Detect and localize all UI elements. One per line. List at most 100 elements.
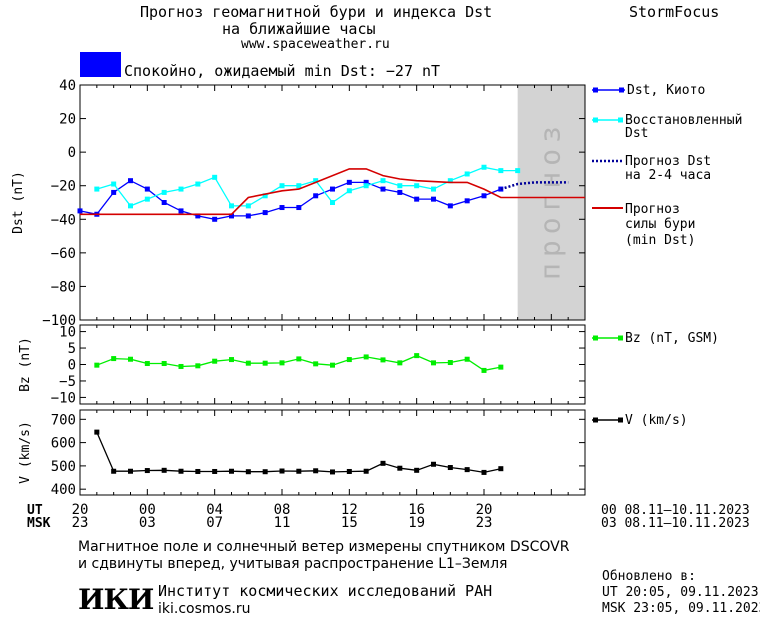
- data-point: [245, 469, 251, 475]
- legend-bz-marker: [593, 335, 598, 341]
- updated-label: Обновлено в:: [602, 569, 696, 584]
- legend-restored-label-2: Dst: [625, 126, 649, 141]
- data-point: [262, 193, 268, 199]
- data-point: [128, 356, 133, 362]
- data-point: [178, 208, 184, 214]
- y-tick-label: −40: [51, 212, 76, 228]
- data-point: [380, 186, 386, 192]
- data-point: [161, 200, 167, 205]
- y-tick-label: −5: [59, 374, 76, 390]
- data-point: [431, 461, 436, 467]
- data-point: [498, 364, 504, 370]
- y-axis-label: V (km/s): [18, 421, 33, 484]
- data-point: [397, 183, 403, 189]
- msk-tick-label: 07: [206, 515, 223, 531]
- ut-tick-label: 20: [72, 502, 89, 518]
- panel-frame: [79, 409, 586, 496]
- series-line: [500, 181, 569, 191]
- data-point: [481, 193, 487, 199]
- data-point: [178, 186, 184, 192]
- y-tick-label: 600: [51, 436, 76, 452]
- legend-restored-marker: [618, 117, 623, 123]
- ut-tick-label: 12: [341, 502, 358, 518]
- footer-note-satellite: DSCOVR: [509, 539, 570, 555]
- updated-ut: UT 20:05, 09.11.2023: [602, 585, 759, 600]
- data-point: [161, 361, 167, 367]
- data-point: [128, 203, 133, 209]
- data-point: [111, 356, 117, 362]
- chart-title-line2: на ближайшие часы: [222, 20, 376, 38]
- data-point: [363, 354, 369, 360]
- ut-tick-label: 08: [274, 502, 291, 518]
- msk-tick-label: 03: [139, 515, 156, 531]
- forecast-zone-label: прогноз: [533, 120, 566, 280]
- msk-date-range: 03 08.11–10.11.2023: [601, 516, 750, 531]
- data-point: [279, 183, 285, 189]
- forecast-zone: [517, 85, 585, 320]
- data-point: [397, 189, 403, 195]
- y-tick-label: 40: [59, 78, 76, 94]
- data-point: [481, 367, 487, 373]
- data-point: [414, 467, 420, 473]
- site-url[interactable]: www.spaceweather.ru: [241, 37, 390, 52]
- chart-title-line1: Прогноз геомагнитной бури и индекса Dst: [140, 3, 493, 21]
- data-point: [313, 193, 319, 199]
- data-point: [330, 186, 335, 192]
- data-point: [144, 196, 150, 202]
- data-point: [313, 361, 319, 367]
- data-point: [94, 429, 100, 435]
- ut-tick-label: 04: [206, 502, 223, 518]
- data-point: [111, 189, 117, 195]
- y-tick-label: 5: [68, 341, 76, 357]
- data-point: [279, 360, 285, 366]
- data-point: [363, 183, 369, 189]
- y-axis-label: Dst (nT): [11, 171, 26, 234]
- data-point: [296, 205, 302, 211]
- y-tick-label: 20: [59, 112, 76, 128]
- data-point: [447, 465, 453, 471]
- data-point: [144, 361, 150, 367]
- data-point: [481, 164, 487, 170]
- data-point: [229, 357, 234, 363]
- legend-forecast-label-2: на 2-4 часа: [625, 168, 712, 183]
- ut-end-tick: 00: [601, 503, 617, 518]
- data-point: [515, 168, 521, 174]
- series-line: [96, 431, 501, 474]
- data-point: [330, 362, 335, 368]
- data-point: [212, 468, 218, 474]
- data-point: [279, 205, 285, 211]
- data-point: [414, 353, 420, 359]
- ut-tick-label: 00: [139, 502, 156, 518]
- data-point: [262, 360, 268, 366]
- data-point: [346, 179, 352, 185]
- data-point: [212, 174, 218, 180]
- msk-tick-label: 23: [476, 515, 493, 531]
- data-point: [212, 358, 218, 364]
- series-line: [79, 179, 502, 220]
- y-tick-label: 0: [68, 145, 76, 161]
- data-point: [363, 468, 369, 474]
- institute-name: Институт космических исследований РАН: [158, 582, 493, 600]
- data-point: [498, 168, 504, 174]
- legend-kyoto-marker: [619, 87, 624, 93]
- institute-url[interactable]: iki.cosmos.ru: [158, 601, 251, 617]
- y-tick-label: 0: [68, 358, 76, 374]
- ut-tick-label: 20: [476, 502, 493, 518]
- legend-v-label: V (km/s): [625, 413, 688, 428]
- series-line: [80, 168, 585, 216]
- ut-date-range-text: 08.11–10.11.2023: [624, 503, 750, 518]
- data-point: [447, 178, 453, 184]
- data-point: [212, 216, 218, 222]
- data-point: [346, 468, 352, 474]
- y-tick-label: 10: [59, 325, 76, 341]
- data-point: [464, 467, 470, 473]
- data-point: [447, 360, 453, 366]
- data-point: [279, 468, 285, 474]
- data-point: [464, 171, 470, 177]
- msk-date-range-text: 08.11–10.11.2023: [624, 516, 750, 531]
- status-text: Спокойно, ожидаемый min Dst: −27 nT: [124, 62, 441, 80]
- legend-bz-label: Bz (nT, GSM): [625, 331, 719, 346]
- data-point: [447, 203, 453, 209]
- data-point: [313, 178, 319, 184]
- data-point: [77, 208, 83, 214]
